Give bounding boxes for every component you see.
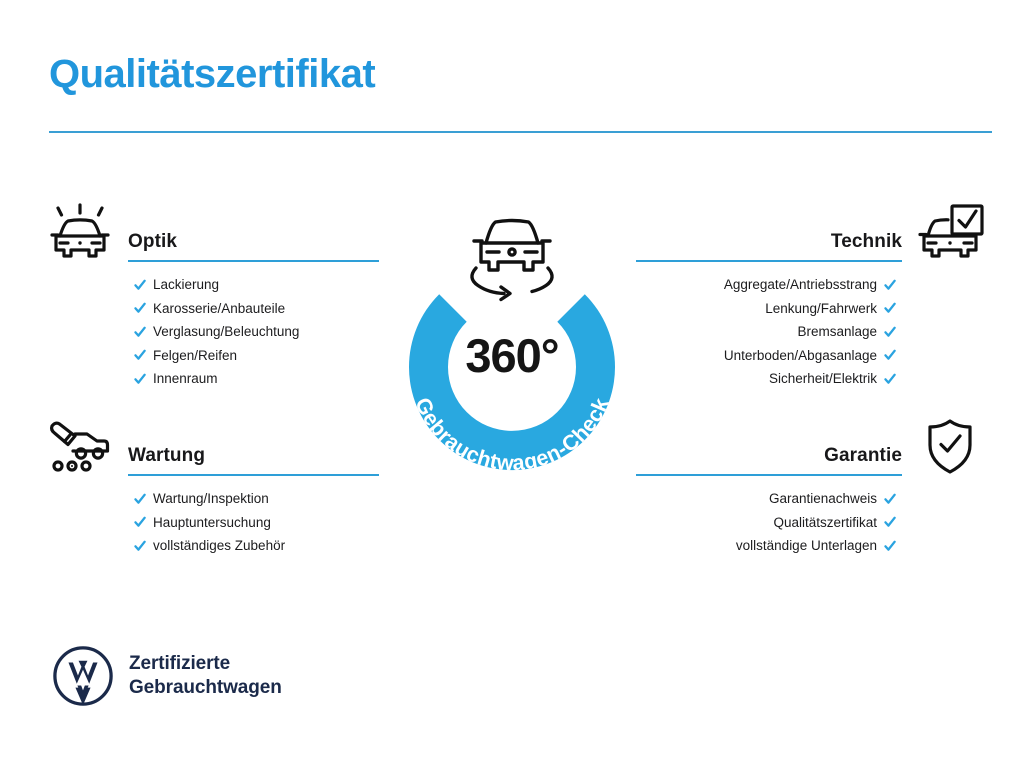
section-technik: Technik Aggregate/Antriebsstrang Lenkung… bbox=[636, 202, 986, 396]
section-optik-list: Lackierung Karosserie/Anbauteile Verglas… bbox=[44, 278, 379, 386]
list-item: Unterboden/Abgasanlage bbox=[636, 347, 896, 363]
section-garantie-list: Garantienachweis Qualitätszertifikat vol… bbox=[636, 492, 986, 553]
check-icon bbox=[134, 326, 146, 337]
section-wartung-title-wrap: Wartung bbox=[128, 445, 379, 478]
gebrauchtwagen-check-badge: Gebrauchtwagen-Check 360° bbox=[376, 192, 648, 502]
list-item: Lenkung/Fahrwerk bbox=[636, 300, 896, 316]
list-item-label: Wartung/Inspektion bbox=[153, 491, 269, 506]
section-garantie-title: Garantie bbox=[824, 445, 902, 467]
list-item-label: Felgen/Reifen bbox=[153, 347, 238, 363]
list-item: Garantienachweis bbox=[636, 492, 896, 506]
list-item-label: Lenkung/Fahrwerk bbox=[765, 300, 877, 316]
list-item-label: vollständiges Zubehör bbox=[153, 538, 286, 553]
list-item: Wartung/Inspektion bbox=[134, 492, 379, 506]
list-item: Aggregate/Antriebsstrang bbox=[636, 278, 896, 292]
page-title: Qualitätszertifikat bbox=[49, 52, 376, 96]
section-technik-title-wrap: Technik bbox=[636, 231, 902, 264]
check-icon bbox=[884, 373, 896, 384]
list-item-label: vollständige Unterlagen bbox=[735, 538, 877, 553]
check-icon bbox=[134, 540, 146, 551]
section-garantie-underline bbox=[636, 474, 902, 476]
section-technik-header: Technik bbox=[636, 202, 986, 264]
badge-graphic: Gebrauchtwagen-Check bbox=[409, 218, 615, 475]
section-technik-title: Technik bbox=[830, 231, 902, 253]
list-item-label: Garantienachweis bbox=[768, 491, 877, 506]
footer-line-2: Gebrauchtwagen bbox=[129, 677, 282, 698]
section-garantie: Garantie Garantienachweis Qualitätszerti… bbox=[636, 416, 986, 563]
section-wartung-underline bbox=[128, 474, 379, 476]
list-item-label: Verglasung/Beleuchtung bbox=[153, 324, 300, 339]
section-optik-header: Optik bbox=[44, 202, 379, 264]
footer-text: Zertifizierte Gebrauchtwagen bbox=[129, 652, 282, 700]
badge-ring bbox=[409, 294, 615, 471]
car-service-tool-icon bbox=[44, 416, 116, 478]
check-icon bbox=[884, 302, 896, 313]
check-icon bbox=[134, 302, 146, 313]
section-garantie-header: Garantie bbox=[636, 416, 986, 478]
list-item-label: Aggregate/Antriebsstrang bbox=[723, 277, 877, 292]
list-item: Innenraum bbox=[134, 372, 379, 386]
shield-check-icon bbox=[914, 416, 986, 478]
list-item: Bremsanlage bbox=[636, 325, 896, 339]
list-item: Qualitätszertifikat bbox=[636, 514, 896, 530]
list-item: Sicherheit/Elektrik bbox=[636, 372, 896, 386]
check-icon bbox=[884, 326, 896, 337]
section-wartung: Wartung Wartung/Inspektion Hauptuntersuc… bbox=[44, 416, 379, 563]
list-item: vollständige Unterlagen bbox=[636, 539, 896, 553]
check-icon bbox=[884, 279, 896, 290]
check-icon bbox=[884, 349, 896, 360]
check-icon bbox=[884, 540, 896, 551]
list-item-label: Innenraum bbox=[153, 371, 218, 386]
section-wartung-header: Wartung bbox=[44, 416, 379, 478]
title-divider bbox=[49, 131, 992, 133]
list-item: vollständiges Zubehör bbox=[134, 539, 379, 553]
section-wartung-list: Wartung/Inspektion Hauptuntersuchung vol… bbox=[44, 492, 379, 553]
list-item: Hauptuntersuchung bbox=[134, 514, 379, 530]
check-icon bbox=[134, 493, 146, 504]
list-item-label: Qualitätszertifikat bbox=[773, 514, 877, 530]
check-icon bbox=[134, 516, 146, 527]
list-item: Karosserie/Anbauteile bbox=[134, 300, 379, 316]
check-icon bbox=[134, 279, 146, 290]
list-item: Lackierung bbox=[134, 278, 379, 292]
section-garantie-title-wrap: Garantie bbox=[636, 445, 902, 478]
section-technik-list: Aggregate/Antriebsstrang Lenkung/Fahrwer… bbox=[636, 278, 986, 386]
footer-brand: Zertifizierte Gebrauchtwagen bbox=[52, 645, 282, 707]
section-optik-title-wrap: Optik bbox=[128, 231, 379, 264]
car-checkbox-icon bbox=[914, 202, 986, 264]
list-item-label: Unterboden/Abgasanlage bbox=[723, 347, 877, 363]
list-item-label: Bremsanlage bbox=[797, 324, 877, 339]
section-wartung-title: Wartung bbox=[128, 445, 206, 467]
check-icon bbox=[134, 373, 146, 384]
check-icon bbox=[134, 349, 146, 360]
list-item-label: Sicherheit/Elektrik bbox=[768, 371, 877, 386]
vw-logo-icon bbox=[53, 646, 113, 706]
list-item-label: Karosserie/Anbauteile bbox=[153, 300, 286, 316]
badge-center-label: 360° bbox=[465, 329, 559, 382]
section-optik-title: Optik bbox=[128, 231, 178, 253]
section-technik-underline bbox=[636, 260, 902, 262]
car-shine-icon bbox=[44, 202, 116, 264]
list-item: Verglasung/Beleuchtung bbox=[134, 325, 379, 339]
footer-line-1: Zertifizierte bbox=[129, 652, 231, 674]
list-item-label: Lackierung bbox=[153, 277, 220, 292]
car-rotate-360-icon bbox=[470, 218, 554, 302]
section-optik-underline bbox=[128, 260, 379, 262]
list-item-label: Hauptuntersuchung bbox=[153, 514, 271, 530]
check-icon bbox=[884, 516, 896, 527]
section-optik: Optik Lackierung Karosserie/Anbauteile bbox=[44, 202, 379, 396]
check-icon bbox=[884, 493, 896, 504]
list-item: Felgen/Reifen bbox=[134, 347, 379, 363]
